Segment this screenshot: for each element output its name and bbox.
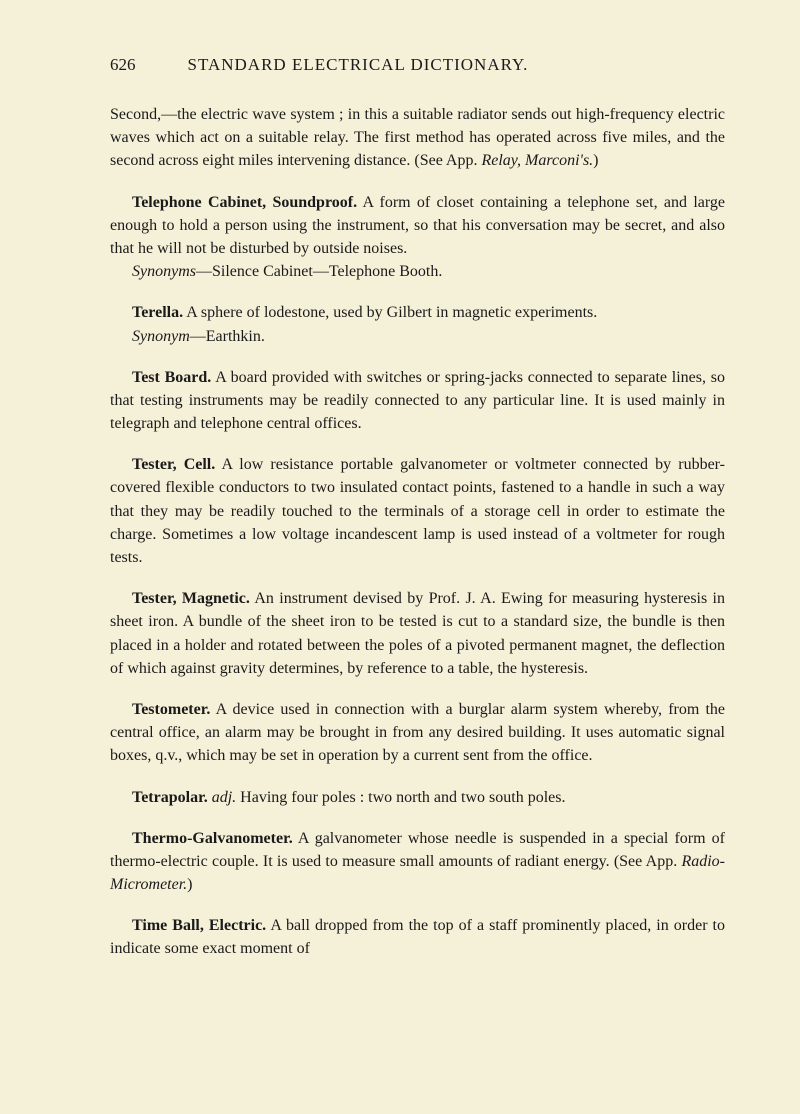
entry-body: Having four poles : two north and two so… xyxy=(236,789,565,806)
synonym-line: Synonym—Earthkin. xyxy=(110,325,725,348)
entry-time-ball: Time Ball, Electric. A ball dropped from… xyxy=(110,914,725,960)
term: Terella. xyxy=(132,304,183,321)
entry-terella: Terella. A sphere of lodestone, used by … xyxy=(110,301,725,347)
term: Time Ball, Electric. xyxy=(132,917,266,934)
entry-telephone-cabinet: Telephone Cabinet, Soundproof. A form of… xyxy=(110,191,725,284)
term: Tester, Cell. xyxy=(132,456,215,473)
entry-continuation: Second,—the electric wave system ; in th… xyxy=(110,103,725,173)
continuation-text: Second,—the electric wave system ; in th… xyxy=(110,106,725,169)
entry-body-end: ) xyxy=(187,876,192,893)
entry-tester-cell: Tester, Cell. A low resistance portable … xyxy=(110,453,725,569)
synonym-label: Synonyms xyxy=(132,263,196,280)
synonym-text: —Earthkin. xyxy=(190,328,265,345)
term: Testometer. xyxy=(132,701,210,718)
synonym-text: —Silence Cabinet—Telephone Booth. xyxy=(196,263,442,280)
term: Thermo-Galvanometer. xyxy=(132,830,293,847)
synonym-line: Synonyms—Silence Cabinet—Telephone Booth… xyxy=(110,260,725,283)
term: Tester, Magnetic. xyxy=(132,590,250,607)
entry-tetrapolar: Tetrapolar. adj. Having four poles : two… xyxy=(110,786,725,809)
term: Test Board. xyxy=(132,369,211,386)
entry-test-board: Test Board. A board provided with switch… xyxy=(110,366,725,436)
page-header: 626 STANDARD ELECTRICAL DICTIONARY. xyxy=(110,55,725,75)
entry-testometer: Testometer. A device used in connection … xyxy=(110,698,725,768)
page-number: 626 xyxy=(110,55,136,75)
entry-italic: adj. xyxy=(208,789,236,806)
continuation-end: ) xyxy=(593,152,598,169)
entry-body: A sphere of lodestone, used by Gilbert i… xyxy=(183,304,597,321)
entry-thermo-galvanometer: Thermo-Galvanometer. A galvanometer whos… xyxy=(110,827,725,897)
book-title: STANDARD ELECTRICAL DICTIONARY. xyxy=(188,55,529,75)
entry-tester-magnetic: Tester, Magnetic. An instrument devised … xyxy=(110,587,725,680)
synonym-label: Synonym xyxy=(132,328,190,345)
term: Tetrapolar. xyxy=(132,789,208,806)
term: Telephone Cabinet, Soundproof. xyxy=(132,194,357,211)
continuation-italic: Relay, Marconi's. xyxy=(481,152,593,169)
